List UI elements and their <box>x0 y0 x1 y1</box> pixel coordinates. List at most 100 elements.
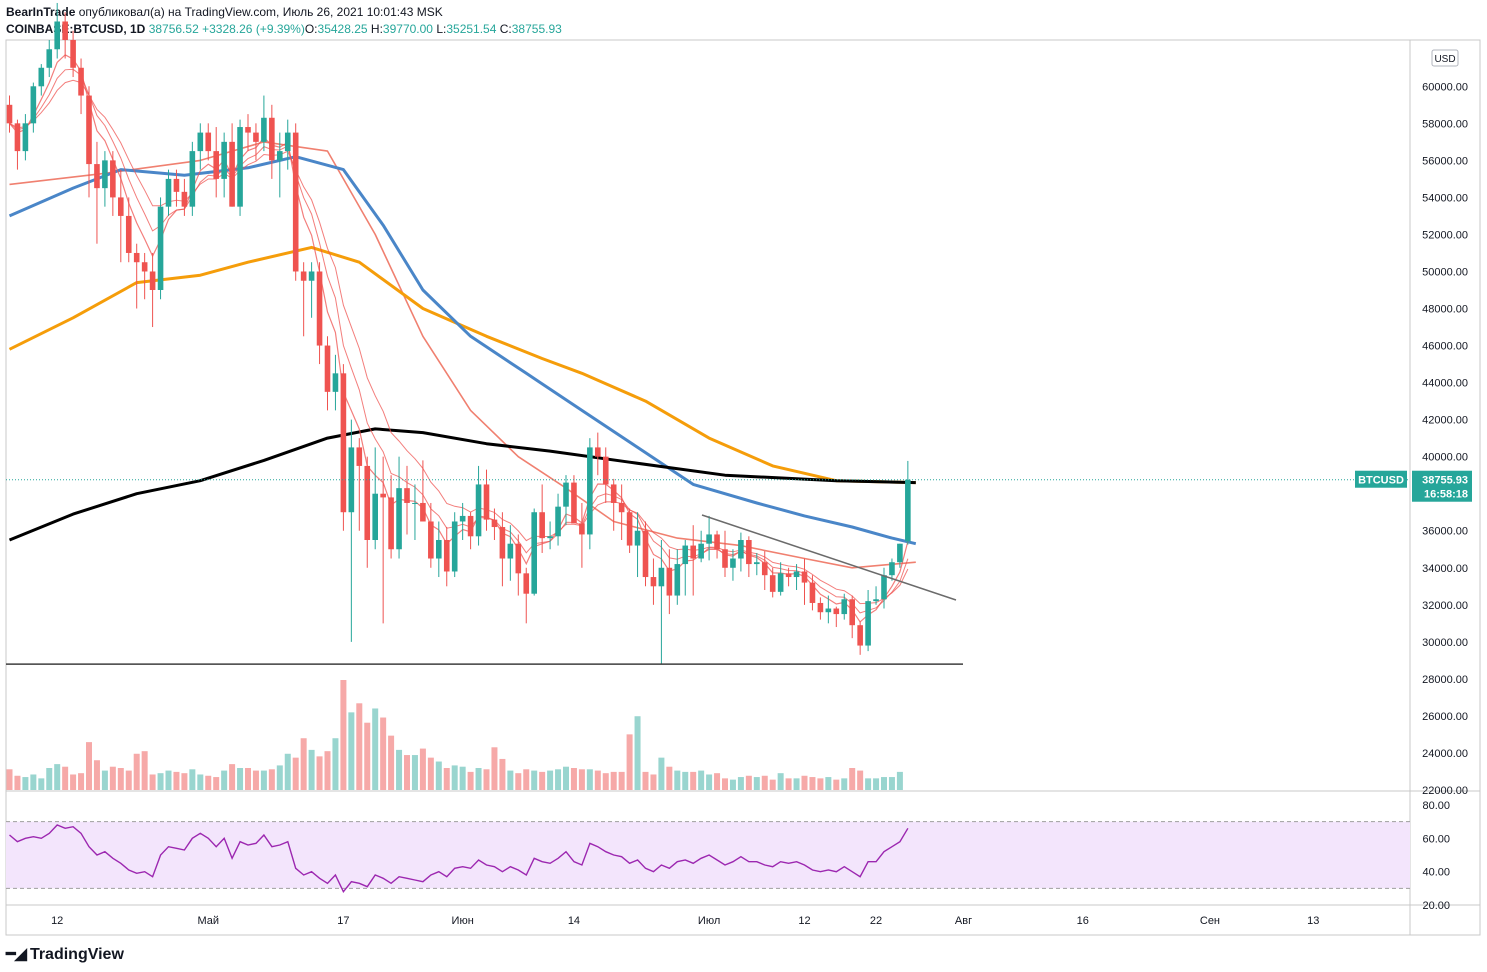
low-value: 35251.54 <box>446 22 497 36</box>
volume-bar <box>221 770 228 790</box>
volume-bar <box>793 778 800 790</box>
volume-bar <box>404 755 410 790</box>
tradingview-logo-text: TradingView <box>29 946 124 963</box>
candle-body <box>523 573 530 594</box>
volume-bar <box>30 774 37 790</box>
candle-body <box>261 117 267 142</box>
price-tick-label: 26000.00 <box>1422 711 1468 723</box>
candle-body <box>905 479 911 542</box>
candle-body <box>666 567 673 596</box>
volume-bar <box>690 771 697 790</box>
author-name[interactable]: BearInTrade <box>6 5 76 19</box>
open-label: O: <box>304 22 318 36</box>
symbol-label: COINBASE:BTCUSD, 1D <box>6 22 146 36</box>
candle-body <box>706 534 712 544</box>
candle-body <box>420 502 426 522</box>
candle-body <box>873 599 879 602</box>
volume-bar <box>229 764 236 790</box>
volume-bar <box>785 778 792 790</box>
candle-body <box>889 562 895 576</box>
volume-bar <box>491 747 498 790</box>
candle-body <box>253 132 259 142</box>
candle-body <box>626 512 633 546</box>
volume-bar <box>674 770 681 790</box>
candle-body <box>754 562 760 565</box>
last-price-tag-label: 38755.93 <box>1422 475 1468 487</box>
volume-bar <box>419 748 426 790</box>
candle-body <box>221 141 227 179</box>
candle-body <box>229 141 235 207</box>
candle-body <box>110 160 116 198</box>
ema-fast-3-line <box>9 79 909 605</box>
volume-bar <box>570 768 577 790</box>
volume-bar <box>610 771 617 790</box>
publish-line: BearInTrade опубликовал(а) на TradingVie… <box>6 5 443 19</box>
candle-body <box>277 151 283 161</box>
volume-bar <box>539 771 546 790</box>
candle-body <box>857 625 863 646</box>
volume-bar <box>666 766 673 790</box>
axes: 60000.00 58000.00 56000.00 54000.00 52000.00… <box>51 49 1472 927</box>
tradingview-logo-icon: ━◢ <box>6 946 27 963</box>
candle-body <box>491 519 498 528</box>
candle-body <box>102 160 108 189</box>
candle-body <box>539 512 545 539</box>
price-tick-label: 48000.00 <box>1422 304 1468 316</box>
candle-body <box>761 562 768 576</box>
volume-bar <box>626 734 633 790</box>
volume-bar <box>125 770 132 790</box>
price-tick-label: 34000.00 <box>1422 563 1468 575</box>
volume-bar <box>737 777 744 790</box>
candle-body <box>595 447 601 457</box>
time-tick-label: 14 <box>568 915 580 927</box>
volume-bar <box>308 749 315 790</box>
volume-bar <box>70 774 77 790</box>
candle-body <box>133 252 140 263</box>
candle-body <box>30 86 37 124</box>
symbol-tag-label: BTCUSD <box>1358 475 1404 487</box>
volume-bar <box>801 775 808 790</box>
volume-bar <box>443 768 450 790</box>
rsi-tick-label: 60.00 <box>1422 833 1450 845</box>
candle-body <box>173 178 180 192</box>
candle-body <box>499 527 506 559</box>
volume-bars <box>6 680 903 790</box>
close-label: C: <box>499 22 512 36</box>
candle-body <box>801 571 808 583</box>
volume-bar <box>260 770 267 790</box>
tradingview-logo[interactable]: ━◢ TradingView <box>6 944 124 964</box>
time-tick-label: Май <box>197 915 219 927</box>
candle-body <box>507 543 514 559</box>
volume-bar <box>22 777 29 790</box>
volume-bar <box>833 779 840 790</box>
volume-bar <box>62 766 69 790</box>
candle-body <box>483 484 490 520</box>
candle-body <box>205 132 212 152</box>
volume-bar <box>841 778 848 790</box>
price-tick-label: 46000.00 <box>1422 341 1468 353</box>
volume-bar <box>523 769 530 790</box>
volume-bar <box>475 768 482 790</box>
volume-bar <box>141 751 148 790</box>
volume-bar <box>284 753 291 790</box>
candle-body <box>547 536 553 539</box>
candle-body <box>642 530 649 578</box>
volume-bar <box>117 768 124 790</box>
volume-bar <box>396 749 403 790</box>
candle-body <box>722 549 728 568</box>
time-tick-label: Июл <box>698 915 720 927</box>
volume-bar <box>722 778 728 790</box>
volume-bar <box>165 770 172 790</box>
volume-bar <box>515 773 522 790</box>
price-tick-label: 58000.00 <box>1422 118 1468 130</box>
volume-bar <box>86 742 92 790</box>
ohlc-line: COINBASE:BTCUSD, 1D 38756.52 +3328.26 (+… <box>6 22 562 36</box>
volume-bar <box>348 712 355 790</box>
price-tick-label: 24000.00 <box>1422 748 1468 760</box>
volume-bar <box>873 778 880 790</box>
candle-body <box>149 271 156 290</box>
drawn-lines <box>6 479 1410 665</box>
volume-bar <box>300 738 307 790</box>
candle-body <box>292 132 299 272</box>
